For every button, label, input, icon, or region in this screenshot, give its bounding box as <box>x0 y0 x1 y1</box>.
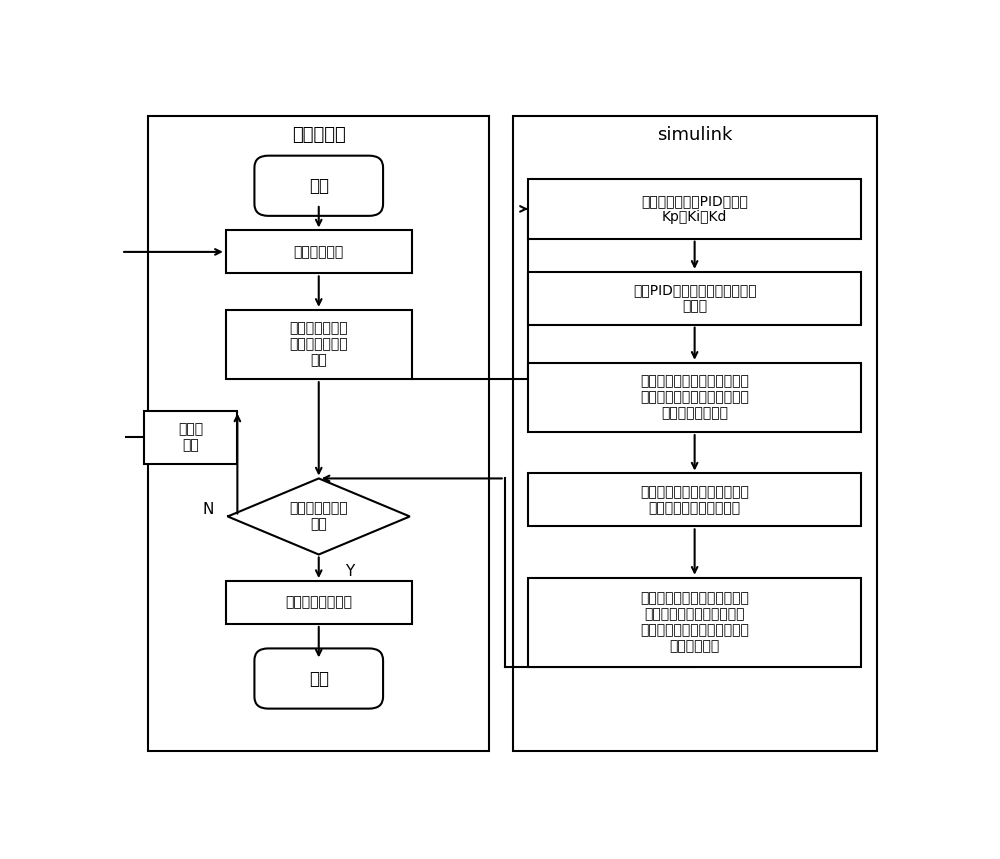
Text: Y: Y <box>345 564 354 579</box>
Text: 结束: 结束 <box>309 669 329 687</box>
Bar <box>148 116 489 752</box>
Text: 搭建PID控制系统模型，获得性
能指标: 搭建PID控制系统模型，获得性 能指标 <box>633 283 756 314</box>
FancyBboxPatch shape <box>254 155 383 216</box>
Bar <box>226 230 412 273</box>
Text: 设置粒子的个体
和全局历史最佳
位置: 设置粒子的个体 和全局历史最佳 位置 <box>289 321 348 368</box>
Text: 粒子以此赋值给PID的参数
Kp、Ki、Kd: 粒子以此赋值给PID的参数 Kp、Ki、Kd <box>641 194 748 224</box>
Bar <box>528 271 861 325</box>
Text: simulink: simulink <box>657 125 732 143</box>
Bar <box>528 362 861 432</box>
Text: 将新粒子重新赋值给三个控制
参数，仿真获得新的性能指
标，与个体、全局的适应度值
比较，取优者: 将新粒子重新赋值给三个控制 参数，仿真获得新的性能指 标，与个体、全局的适应度值… <box>640 591 749 654</box>
Text: 输出全局最优位置: 输出全局最优位置 <box>285 595 352 609</box>
Text: 粒子群
更新: 粒子群 更新 <box>178 422 203 452</box>
Bar <box>144 411 237 464</box>
Bar <box>226 310 412 379</box>
Text: 是否满足终止条
件？: 是否满足终止条 件？ <box>289 502 348 532</box>
Bar <box>528 180 861 239</box>
Text: 初始化粒子群: 初始化粒子群 <box>294 245 344 259</box>
Text: 惯性权重采取线性递减策略，
更新新粒子的速度和位置: 惯性权重采取线性递减策略， 更新新粒子的速度和位置 <box>640 484 749 515</box>
Text: 粒子群算法: 粒子群算法 <box>292 125 346 143</box>
Text: 将粒子个体和全局历史最佳位
置与当前的个体和全局的适应
度值比较，取优者: 将粒子个体和全局历史最佳位 置与当前的个体和全局的适应 度值比较，取优者 <box>640 375 749 421</box>
Bar <box>528 473 861 527</box>
Bar <box>512 116 877 752</box>
FancyBboxPatch shape <box>254 649 383 709</box>
Text: N: N <box>203 503 214 517</box>
Bar <box>528 577 861 667</box>
Text: 开始: 开始 <box>309 177 329 195</box>
Polygon shape <box>228 478 410 555</box>
Bar <box>226 581 412 624</box>
